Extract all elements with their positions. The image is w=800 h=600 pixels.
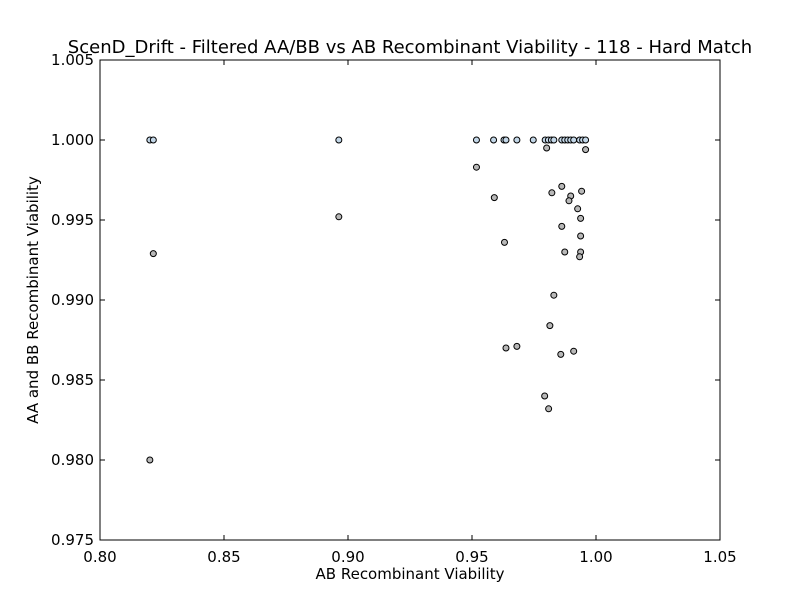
plot-area [99,59,721,541]
y-tick-label: 0.975 [51,531,94,549]
x-tick-label: 1.00 [579,548,612,566]
data-point [565,197,573,205]
x-axis-label: AB Recombinant Viability [316,565,505,583]
data-point [558,222,566,230]
y-tick-label: 0.995 [51,211,94,229]
x-tick-label: 0.80 [83,548,116,566]
y-tick-label: 0.980 [51,451,94,469]
data-point [550,291,558,299]
y-tick-label: 1.000 [51,131,94,149]
data-point [500,238,508,246]
data-point [557,350,565,358]
y-axis-label: AA and BB Recombinant Viability [24,176,42,424]
data-point [149,136,157,144]
y-tick-label: 0.990 [51,291,94,309]
data-point [548,189,556,197]
data-point [149,250,157,258]
data-point [529,136,537,144]
y-tick-label: 1.005 [51,51,94,69]
data-points [146,136,590,464]
data-point [543,144,551,152]
data-point [513,342,521,350]
data-point [490,194,498,202]
data-point [335,213,343,221]
data-point [513,136,521,144]
data-point [546,322,554,330]
data-point [541,392,549,400]
data-point [545,405,553,413]
data-point [570,347,578,355]
data-point [578,187,586,195]
chart-title: ScenD_Drift - Filtered AA/BB vs AB Recom… [68,37,752,58]
data-point [472,163,480,171]
data-point [582,146,590,154]
data-point [570,136,578,144]
data-point [574,205,582,213]
data-point [490,136,498,144]
data-point [577,232,585,240]
x-tick-label: 0.95 [455,548,488,566]
data-point [561,248,569,256]
data-point [146,456,154,464]
data-point [472,136,480,144]
data-point [576,253,584,261]
data-point [577,214,585,222]
data-point [502,344,510,352]
x-tick-label: 0.85 [207,548,240,566]
axis-ticks: 0.80 0.85 0.90 0.95 1.00 1.05 0.975 0.980 0.985 0… [51,51,737,566]
data-point [558,182,566,190]
x-tick-label: 0.90 [331,548,364,566]
data-point [335,136,343,144]
data-point [582,136,590,144]
x-tick-label: 1.05 [703,548,736,566]
data-point [502,136,510,144]
y-tick-label: 0.985 [51,371,94,389]
data-point [550,136,558,144]
